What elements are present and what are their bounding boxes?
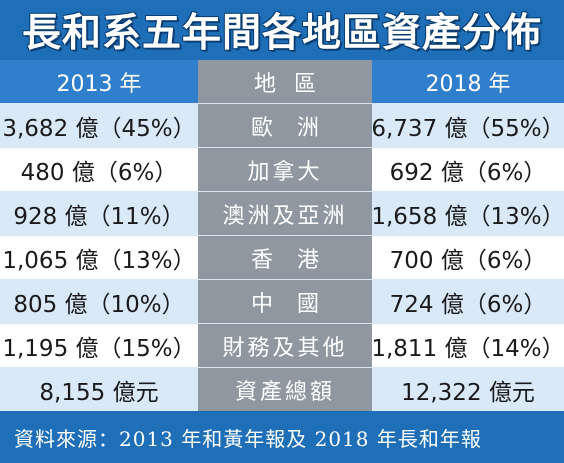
region-label: 香港 <box>198 236 372 279</box>
total-label: 資產總額 <box>198 368 372 411</box>
source-note: 資料來源：2013 年和黃年報及 2018 年長和年報 <box>14 426 482 451</box>
value-2018: 1,658 億（13%） <box>371 192 564 235</box>
value-2018: 692 億（6%） <box>372 148 564 191</box>
header-region: 地區 <box>198 60 372 103</box>
value-2013: 1,195 億（15%） <box>0 324 198 367</box>
value-2018: 1,811 億（14%） <box>371 324 564 367</box>
table-header-row: 2013 年 地區 2018 年 <box>0 60 564 103</box>
table-row: 1,195 億（15%） 財務及其他 1,811 億（14%） <box>0 323 564 367</box>
total-2013: 8,155 億元 <box>0 368 198 411</box>
value-2013: 3,682 億（45%） <box>0 104 198 147</box>
value-2013: 805 億（10%） <box>0 280 198 323</box>
table-row: 928 億（11%） 澳洲及亞洲 1,658 億（13%） <box>0 191 564 235</box>
value-2013: 480 億（6%） <box>0 148 198 191</box>
region-label: 加拿大 <box>198 148 372 191</box>
value-2013: 1,065 億（13%） <box>0 236 198 279</box>
value-2018: 724 億（6%） <box>372 280 564 323</box>
region-label: 澳洲及亞洲 <box>198 192 372 235</box>
header-2018: 2018 年 <box>425 71 511 97</box>
page-title: 長和系五年間各地區資產分佈 <box>21 11 542 56</box>
value-2018: 6,737 億（55%） <box>371 104 564 147</box>
region-label: 中國 <box>198 280 372 323</box>
table-row: 3,682 億（45%） 歐洲 6,737 億（55%） <box>0 103 564 147</box>
table-total-row: 8,155 億元 資產總額 12,322 億元 <box>0 367 564 411</box>
region-label: 歐洲 <box>198 104 372 147</box>
value-2013: 928 億（11%） <box>0 192 198 235</box>
table-row: 805 億（10%） 中國 724 億（6%） <box>0 279 564 323</box>
table-row: 1,065 億（13%） 香港 700 億（6%） <box>0 235 564 279</box>
value-2018: 700 億（6%） <box>372 236 564 279</box>
asset-distribution-table: 2013 年 地區 2018 年 3,682 億（45%） 歐洲 6,737 億… <box>0 60 564 411</box>
table-row: 480 億（6%） 加拿大 692 億（6%） <box>0 147 564 191</box>
total-2018: 12,322 億元 <box>372 368 564 411</box>
header-2013: 2013 年 <box>56 71 142 97</box>
region-label: 財務及其他 <box>198 324 372 367</box>
